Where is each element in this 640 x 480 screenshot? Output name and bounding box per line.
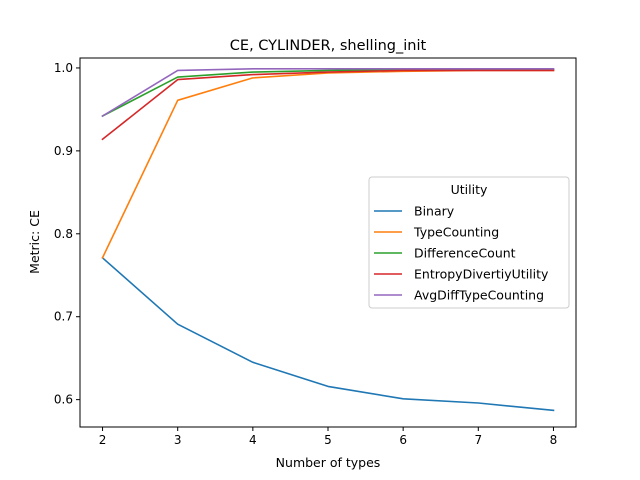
series-line-binary bbox=[101, 256, 555, 412]
y-tick-label: 1.0 bbox=[54, 61, 73, 75]
legend-entry-binary: Binary bbox=[414, 204, 455, 219]
legend-box bbox=[368, 176, 570, 309]
y-tick-label: 0.7 bbox=[54, 310, 73, 324]
series-line-entropydivertiyutility bbox=[101, 69, 555, 141]
y-tick-label: 0.8 bbox=[54, 227, 73, 241]
x-tick-label: 8 bbox=[550, 433, 558, 447]
chart-title: CE, CYLINDER, shelling_init bbox=[230, 38, 427, 54]
x-tick-label: 4 bbox=[249, 433, 257, 447]
legend-title: Utility bbox=[451, 182, 488, 197]
x-tick-label: 2 bbox=[99, 433, 107, 447]
x-axis: 2 3 4 5 6 7 8 bbox=[99, 427, 558, 447]
legend-entry-avgdifftypecounting: AvgDiffTypeCounting bbox=[414, 288, 544, 303]
y-axis-label: Metric: CE bbox=[27, 210, 42, 274]
legend-entry-differencecount: DifferenceCount bbox=[414, 246, 516, 261]
legend: Utility Binary TypeCounting DifferenceCoun… bbox=[368, 176, 570, 309]
x-tick-label: 5 bbox=[324, 433, 332, 447]
y-tick-label: 0.6 bbox=[54, 393, 73, 407]
legend-entry-entropydivertiyutility: EntropyDivertiyUtility bbox=[414, 267, 549, 282]
legend-entry-typecounting: TypeCounting bbox=[413, 225, 499, 240]
x-tick-label: 3 bbox=[174, 433, 182, 447]
series-line-avgdifftypecounting bbox=[101, 68, 555, 118]
x-tick-label: 6 bbox=[399, 433, 407, 447]
x-tick-label: 7 bbox=[474, 433, 482, 447]
y-axis: 0.6 0.7 0.8 0.9 1.0 bbox=[54, 61, 80, 407]
y-tick-label: 0.9 bbox=[54, 144, 73, 158]
series-layer bbox=[101, 68, 555, 412]
x-axis-label: Number of types bbox=[276, 455, 381, 470]
